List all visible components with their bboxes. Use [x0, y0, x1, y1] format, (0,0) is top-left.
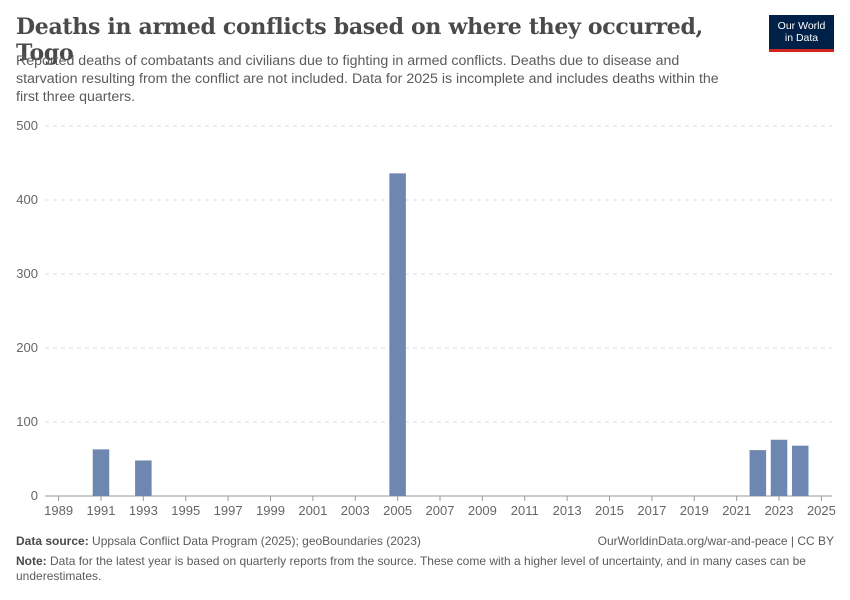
- source-url-link[interactable]: OurWorldinData.org/war-and-peace | CC BY: [597, 534, 834, 548]
- y-tick-label: 100: [16, 414, 38, 429]
- y-tick-label: 500: [16, 118, 38, 133]
- bar: [749, 450, 767, 496]
- note-text: Data for the latest year is based on qua…: [16, 554, 806, 583]
- x-tick-label: 2011: [511, 503, 539, 518]
- x-tick-label: 2013: [553, 503, 582, 518]
- x-tick-label: 2007: [426, 503, 455, 518]
- bar: [791, 445, 809, 496]
- bar: [389, 173, 406, 497]
- x-tick-label: 2017: [637, 503, 666, 518]
- y-tick-label: 400: [16, 192, 38, 207]
- data-source-text: Uppsala Conflict Data Program (2025); ge…: [92, 534, 421, 548]
- x-tick-label: 2021: [722, 503, 751, 518]
- data-source: Data source: Uppsala Conflict Data Progr…: [16, 534, 834, 549]
- chart-note: Note: Data for the latest year is based …: [16, 554, 834, 584]
- bar: [770, 439, 788, 496]
- x-tick-label: 2025: [807, 503, 836, 518]
- x-tick-label: 1995: [171, 503, 200, 518]
- x-tick-label: 1989: [44, 503, 73, 518]
- bar: [92, 449, 110, 496]
- x-tick-label: 2001: [298, 503, 327, 518]
- logo-line-1: Our World: [777, 20, 826, 32]
- chart-title: Deaths in armed conflicts based on where…: [16, 14, 703, 66]
- y-tick-label: 200: [16, 340, 38, 355]
- x-tick-label: 2019: [680, 503, 709, 518]
- y-tick-label: 300: [16, 266, 38, 281]
- bar-chart: 0 100 200 300 400 500 1989 1991 1993 1995 1997 1999…: [16, 118, 836, 518]
- x-tick-label: 1999: [256, 503, 285, 518]
- chart-subtitle: Reported deaths of combatants and civili…: [16, 53, 719, 105]
- x-tick-label: 2003: [341, 503, 370, 518]
- x-tick-label: 1997: [214, 503, 243, 518]
- x-tick-label: 1991: [87, 503, 116, 518]
- x-tick-label: 2023: [765, 503, 794, 518]
- data-source-label: Data source:: [16, 534, 89, 548]
- note-label: Note:: [16, 554, 47, 568]
- x-tick-label: 2009: [468, 503, 497, 518]
- logo-line-2: in Data: [784, 32, 819, 44]
- y-tick-label: 0: [31, 488, 38, 503]
- x-tick-label: 1993: [129, 503, 158, 518]
- x-tick-label: 2015: [595, 503, 624, 518]
- bar: [135, 460, 152, 496]
- x-tick-label: 2005: [383, 503, 412, 518]
- owid-logo[interactable]: Our World in Data: [769, 15, 834, 52]
